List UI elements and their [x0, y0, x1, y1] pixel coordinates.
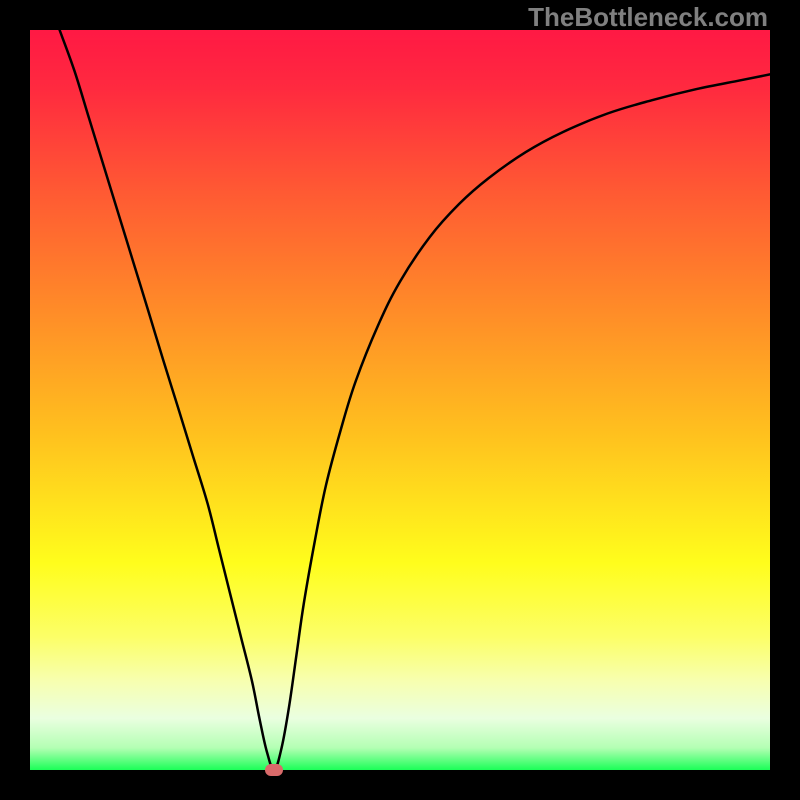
plot-area	[30, 30, 770, 770]
minimum-marker	[265, 764, 283, 776]
bottleneck-curve	[60, 30, 770, 770]
watermark-text: TheBottleneck.com	[528, 2, 768, 33]
curve-svg	[30, 30, 770, 770]
